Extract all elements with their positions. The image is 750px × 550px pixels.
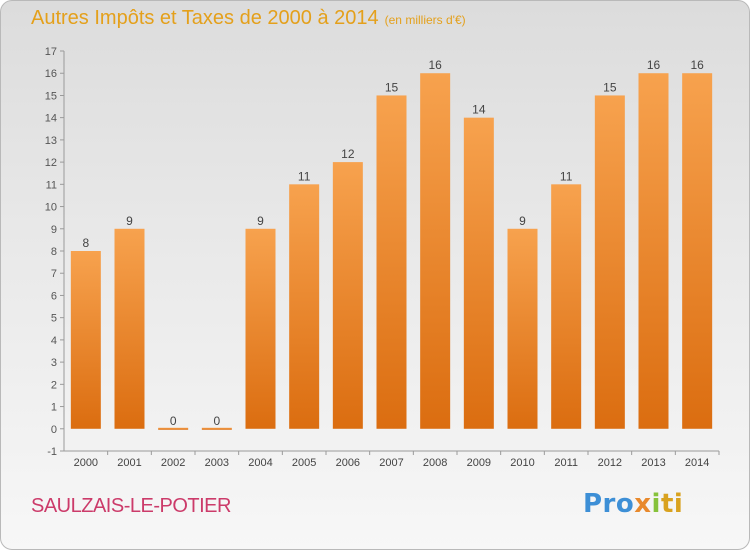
x-tick-label: 2012 [598,457,622,469]
bar [158,427,189,430]
y-tick-label: 17 [45,46,57,58]
x-tick-label: 2001 [117,457,141,469]
y-tick-label: 12 [45,157,57,169]
data-label: 9 [519,214,526,228]
data-labels: 8 9 0 0 9 11 12 15 16 14 9 11 15 16 16 [82,58,704,428]
x-tick-label: 2014 [685,457,709,469]
bar [332,162,363,429]
data-label: 8 [82,236,89,250]
bar [70,251,101,429]
x-tick-label: 2013 [641,457,665,469]
data-label: 16 [690,58,704,72]
chart-title: Autres Impôts et Taxes de 2000 à 2014 (en… [31,7,466,30]
commune-name: SAULZAIS-LE-POTIER [31,495,231,517]
bar [594,95,625,429]
x-tick-label: 2002 [161,457,185,469]
bar [420,73,451,429]
chart-subtitle: (en milliers d'€) [384,13,466,27]
y-tick-label: 4 [51,335,57,347]
bar [507,228,538,429]
y-tick-label: 11 [46,179,57,191]
logo-part-2: x [634,489,652,519]
bar [376,95,407,429]
proxiti-logo: Proxiti [583,489,683,519]
y-tick-label: 7 [51,268,57,280]
x-tick-label: 2005 [292,457,316,469]
y-tick-label: -1 [47,446,57,458]
data-label: 15 [385,80,399,94]
data-label: 11 [560,169,573,183]
y-tick-label: 15 [45,90,57,102]
y-tick-label: 0 [51,424,57,436]
logo-part-1: Pro [583,489,635,519]
y-tick-label: 5 [51,313,57,325]
chart-title-text: Autres Impôts et Taxes de 2000 à 2014 [31,7,379,29]
bars [70,73,713,430]
bar [289,184,320,429]
data-label: 15 [603,80,617,94]
x-tick-label: 2008 [423,457,447,469]
bar [551,184,582,429]
y-tick-label: 3 [51,357,57,369]
x-tick-label: 2010 [510,457,534,469]
data-label: 12 [341,147,355,161]
x-tick-label: 2004 [248,457,272,469]
x-tick-label: 2000 [74,457,98,469]
data-label: 9 [257,214,264,228]
y-tick-label: 1 [51,402,57,414]
bar [682,73,713,429]
x-tick-label: 2007 [379,457,403,469]
bar [201,427,232,430]
data-label: 14 [472,103,486,117]
y-tick-label: 6 [51,290,57,302]
logo-part-4: ti [660,489,684,519]
y-tick-label: 16 [45,68,57,80]
bar [463,117,494,429]
data-label: 0 [170,414,177,428]
y-tick-label: 8 [51,246,57,258]
y-tick-label: 14 [45,113,57,125]
x-tick-label: 2009 [467,457,491,469]
data-label: 16 [428,58,442,72]
data-label: 0 [213,414,220,428]
x-tick-label: 2003 [205,457,229,469]
bar [245,228,276,429]
data-label: 16 [647,58,661,72]
bar [638,73,669,429]
x-tick-label: 2011 [554,457,578,469]
data-label: 11 [298,169,311,183]
y-tick-label: 9 [51,224,57,236]
y-tick-label: 2 [51,379,57,391]
y-tick-label: 13 [45,135,57,147]
x-tick-label: 2006 [336,457,360,469]
data-label: 9 [126,214,133,228]
bar [114,228,145,429]
logo-part-3: i [651,489,661,519]
y-tick-label: 10 [45,202,57,214]
